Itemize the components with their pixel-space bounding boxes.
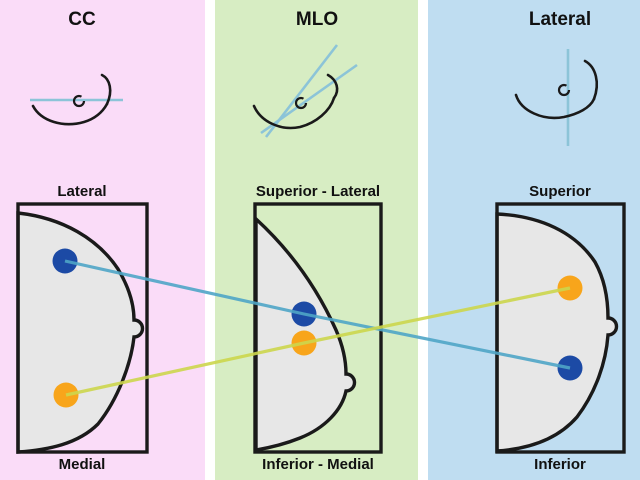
lateral-nipple-icon (557, 83, 571, 97)
lateral-breast-upper-curve (583, 59, 598, 101)
blue-lesion-correlation-line (64, 259, 571, 370)
cc-view-icon (30, 73, 123, 126)
cc-breast-profile (16, 211, 145, 454)
cc-nipple-icon (72, 94, 86, 108)
mlo-bottom-label: Inferior - Medial (262, 456, 374, 473)
mlo-top-label: Superior - Lateral (255, 183, 381, 200)
lateral-top-label: Superior (529, 183, 591, 200)
lateral-view-icon (514, 49, 598, 146)
mlo-panel (253, 202, 383, 454)
lateral-title: Lateral (528, 9, 592, 30)
lateral-breast-lower-curve (514, 93, 596, 120)
cc-panel (16, 202, 149, 454)
cc-film-frame (16, 202, 149, 454)
lateral-breast-profile (495, 212, 619, 453)
orange-lesion-correlation-line (65, 286, 571, 397)
cc-bottom-label: Medial (58, 456, 106, 473)
lateral-panel (495, 202, 626, 454)
mlo-view-icon (252, 44, 358, 138)
cc-breast-upper-curve (100, 73, 112, 106)
mlo-breast-lower-curve (252, 96, 336, 130)
mlo-nipple-icon (294, 96, 308, 110)
lateral-film-frame (495, 202, 626, 454)
mlo-beam-axis-line-2 (260, 63, 358, 135)
mlo-title: MLO (295, 9, 339, 30)
cc-title: CC (68, 9, 96, 30)
cc-breast-lower-curve (31, 102, 109, 126)
lateral-bottom-label: Inferior (534, 456, 586, 473)
mlo-breast-upper-curve (326, 73, 339, 100)
cc-top-label: Lateral (57, 183, 107, 200)
